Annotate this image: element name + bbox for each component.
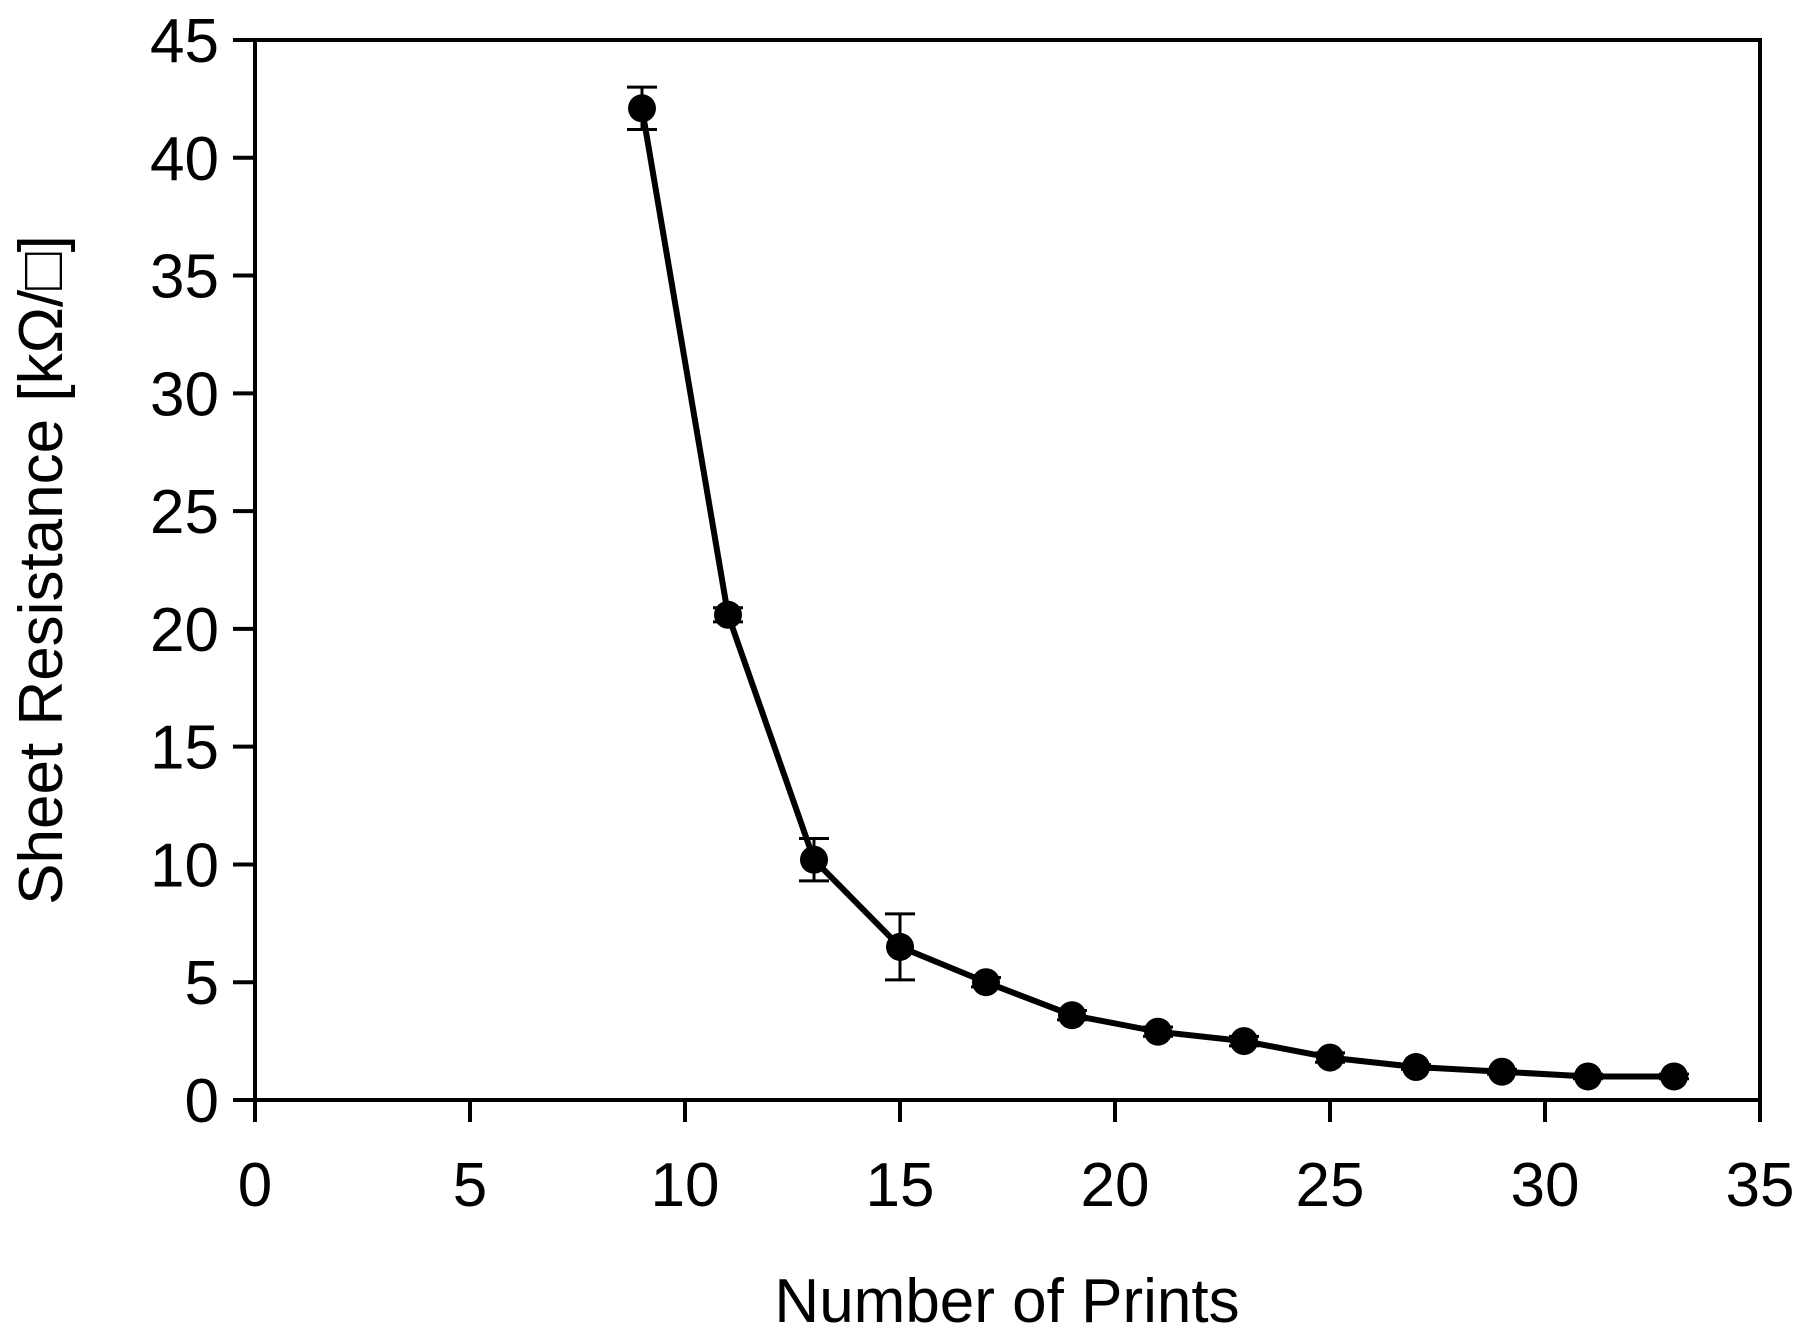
x-tick-label: 25 — [1296, 1151, 1365, 1220]
data-point — [1316, 1043, 1344, 1072]
data-point — [1058, 1001, 1086, 1030]
data-point — [886, 932, 914, 961]
data-series — [627, 85, 1689, 1091]
y-tick-label: 0 — [185, 1067, 219, 1136]
y-axis-ticks: 0 5 10 15 20 25 30 35 40 45 — [150, 7, 255, 1136]
data-point — [1574, 1062, 1602, 1091]
data-point — [1230, 1027, 1258, 1056]
y-tick-label: 10 — [150, 831, 219, 900]
series-line — [639, 107, 1674, 1080]
y-tick-label: 15 — [150, 714, 219, 783]
plot-frame — [253, 38, 1762, 1102]
y-tick-label: 35 — [150, 243, 219, 312]
x-tick-label: 10 — [651, 1151, 720, 1220]
y-tick-label: 20 — [150, 596, 219, 665]
data-point — [628, 94, 656, 123]
x-tick-label: 20 — [1081, 1151, 1150, 1220]
data-point — [1660, 1062, 1688, 1091]
x-tick-label: 30 — [1511, 1151, 1580, 1220]
data-point — [972, 968, 1000, 997]
x-tick-label: 15 — [866, 1151, 935, 1220]
x-tick-label: 35 — [1726, 1151, 1795, 1220]
x-tick-label: 0 — [238, 1151, 272, 1220]
y-tick-label: 5 — [185, 949, 219, 1018]
data-point — [1144, 1017, 1172, 1046]
y-tick-label: 30 — [150, 360, 219, 429]
data-point — [714, 600, 742, 629]
x-axis-ticks: 0 5 10 15 20 25 30 35 — [238, 1100, 1795, 1220]
x-tick-label: 5 — [453, 1151, 487, 1220]
y-tick-label: 25 — [150, 478, 219, 547]
y-tick-label: 45 — [150, 7, 219, 76]
y-axis-title: Sheet Resistance [kΩ/□] — [7, 235, 76, 905]
data-point — [1402, 1053, 1430, 1082]
data-point — [1488, 1057, 1516, 1086]
data-point — [800, 845, 828, 874]
x-axis-title: Number of Prints — [774, 1267, 1239, 1336]
y-tick-label: 40 — [150, 125, 219, 194]
